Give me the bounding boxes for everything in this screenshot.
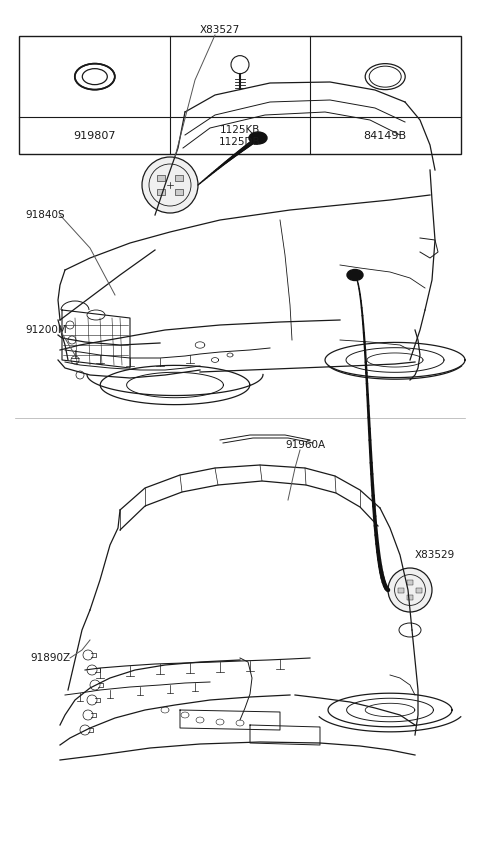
Text: X83529: X83529 [415,550,455,560]
Bar [416,587,422,592]
Text: 91840S: 91840S [25,210,65,220]
Bar [175,175,183,181]
Circle shape [388,568,432,612]
Ellipse shape [347,269,363,281]
Ellipse shape [249,132,267,144]
Circle shape [142,157,198,213]
Text: 84149B: 84149B [364,131,407,140]
Text: 1125KB: 1125KB [220,125,260,134]
Bar [157,189,165,195]
Text: X83527: X83527 [200,25,240,35]
Bar [398,587,404,592]
Text: 91200M: 91200M [25,325,67,335]
Text: 1125DB: 1125DB [219,137,261,146]
Text: 91960A: 91960A [285,440,325,450]
Bar [175,189,183,195]
Text: 919807: 919807 [73,131,116,140]
Text: 91890Z: 91890Z [30,653,70,663]
Bar [407,580,413,585]
Bar [157,175,165,181]
Bar [407,595,413,600]
